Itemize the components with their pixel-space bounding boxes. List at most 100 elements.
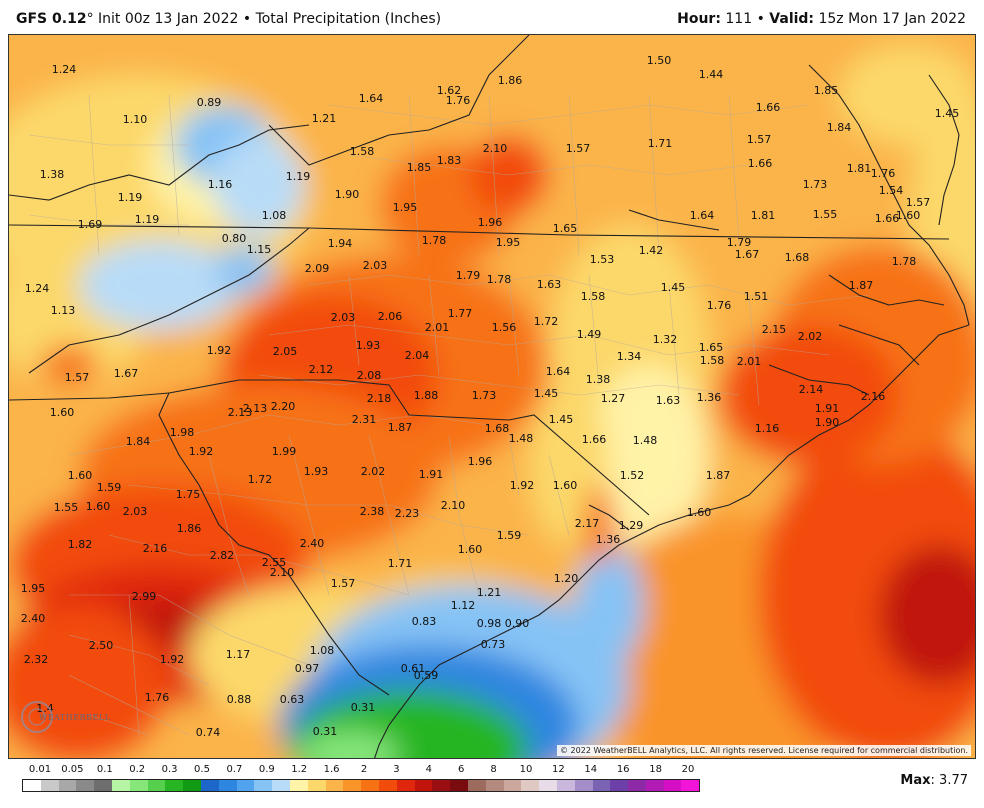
va-nc-border bbox=[9, 224, 950, 240]
precip-value-label: 2.02 bbox=[798, 330, 823, 343]
precip-value-label: 1.86 bbox=[498, 74, 523, 87]
precip-value-label: 1.92 bbox=[207, 344, 232, 357]
precip-value-label: 2.01 bbox=[425, 321, 450, 334]
legend-tick-label: 0.9 bbox=[258, 764, 275, 775]
legend-swatch bbox=[129, 780, 148, 791]
precip-value-label: 1.85 bbox=[814, 84, 839, 97]
precip-value-label: 0.90 bbox=[505, 617, 530, 630]
precip-value-label: 1.88 bbox=[414, 389, 439, 402]
precip-value-label: 1.45 bbox=[549, 413, 574, 426]
precip-value-label: 1.87 bbox=[706, 469, 731, 482]
weatherbell-logo: WEATHERBELL bbox=[17, 697, 110, 737]
precip-value-label: 1.66 bbox=[582, 433, 607, 446]
precip-value-label: 1.60 bbox=[896, 209, 921, 222]
map-title: GFS 0.12° Init 00z 13 Jan 2022 • Total P… bbox=[16, 11, 442, 27]
legend-tick-label: 12 bbox=[552, 764, 565, 775]
precip-value-label: 1.55 bbox=[813, 208, 838, 221]
precip-value-label: 1.71 bbox=[648, 137, 673, 150]
wv-va-border bbox=[268, 35, 530, 166]
logo-icon bbox=[21, 701, 53, 733]
precip-value-label: 1.19 bbox=[286, 170, 311, 183]
legend-swatch bbox=[76, 780, 95, 791]
precip-value-label: 0.83 bbox=[412, 615, 437, 628]
legend-swatch bbox=[289, 780, 308, 791]
precip-value-label: 1.57 bbox=[65, 371, 90, 384]
precip-value-label: 1.53 bbox=[590, 253, 615, 266]
precip-value-label: 1.96 bbox=[478, 216, 503, 229]
precip-value-label: 1.60 bbox=[687, 506, 712, 519]
precip-value-label: 1.42 bbox=[639, 244, 664, 257]
legend-tick-label: 0.5 bbox=[194, 764, 210, 775]
precip-value-label: 2.23 bbox=[395, 507, 420, 520]
precip-value-label: 1.87 bbox=[849, 279, 874, 292]
value-labels: 1.240.891.10 1.211.641.621.761.861.501.44… bbox=[21, 54, 960, 739]
precip-value-label: 1.48 bbox=[633, 434, 658, 447]
precip-value-label: 2.55 bbox=[262, 556, 287, 569]
precip-value-label: 0.88 bbox=[227, 693, 252, 706]
legend-tick-label: 16 bbox=[616, 764, 630, 775]
precip-value-label: 1.66 bbox=[756, 101, 781, 114]
precip-legend: 0.01 0.05 0.1 0.2 0.3 0.5 0.7 0.9 1.2 1.6 2 3 4 6 8 10 1… bbox=[22, 764, 702, 800]
precip-value-label: 1.29 bbox=[619, 519, 644, 532]
legend-tick-label: 10 bbox=[519, 764, 533, 775]
valid-time: Hour: 111 • Valid: 15z Mon 17 Jan 2022 bbox=[677, 11, 966, 27]
legend-swatch bbox=[58, 780, 77, 791]
legend-swatch bbox=[681, 780, 700, 791]
precip-value-label: 1.68 bbox=[785, 251, 810, 264]
precip-value-label: 1.60 bbox=[458, 543, 483, 556]
precip-value-label: 1.60 bbox=[553, 479, 578, 492]
legend-swatch bbox=[574, 780, 593, 791]
precip-value-label: 1.85 bbox=[407, 161, 432, 174]
coastline bbox=[374, 64, 970, 758]
precip-value-label: 1.19 bbox=[118, 191, 143, 204]
legend-swatch bbox=[218, 780, 237, 791]
max-value: Max: 3.77 bbox=[900, 773, 968, 788]
precip-value-label: 1.96 bbox=[468, 455, 493, 468]
precip-value-label: 1.67 bbox=[735, 248, 760, 261]
precip-value-label: 1.78 bbox=[487, 273, 512, 286]
precip-value-label: 1.58 bbox=[700, 354, 725, 367]
precip-value-label: 1.81 bbox=[751, 209, 776, 222]
precip-value-label: 1.66 bbox=[748, 157, 773, 170]
precip-value-label: 2.99 bbox=[132, 590, 157, 603]
precip-shading bbox=[9, 35, 975, 758]
precip-value-label: 0.80 bbox=[222, 232, 247, 245]
precip-value-label: 1.77 bbox=[448, 307, 473, 320]
precip-value-label: 1.82 bbox=[68, 538, 93, 551]
precip-value-label: 2.10 bbox=[483, 142, 508, 155]
precip-value-label: 1.57 bbox=[331, 577, 356, 590]
precip-value-label: 1.60 bbox=[86, 500, 111, 513]
precip-value-label: 1.36 bbox=[697, 391, 722, 404]
precip-value-label: 0.31 bbox=[313, 725, 338, 738]
precip-value-label: 1.58 bbox=[350, 145, 375, 158]
legend-tick-label: 0.05 bbox=[61, 764, 84, 775]
legend-tick-label: 0.1 bbox=[96, 764, 113, 775]
legend-swatch bbox=[396, 780, 415, 791]
precip-value-label: 2.10 bbox=[270, 566, 295, 579]
precip-value-label: 1.92 bbox=[160, 653, 185, 666]
precip-value-label: 2.03 bbox=[363, 259, 388, 272]
precip-value-label: 1.65 bbox=[553, 222, 578, 235]
precip-value-label: 1.95 bbox=[21, 582, 46, 595]
map-canvas: 1.240.891.10 1.211.641.621.761.861.501.44… bbox=[9, 35, 975, 758]
precip-value-label: 1.91 bbox=[419, 468, 444, 481]
precip-value-label: 1.55 bbox=[54, 501, 79, 514]
precip-value-label: 0.89 bbox=[197, 96, 222, 109]
legend-tick-label: 1.6 bbox=[323, 764, 340, 775]
legend-tick-label: 0.3 bbox=[161, 764, 178, 775]
legend-tick-label: 0.7 bbox=[226, 764, 243, 775]
precip-value-label: 2.14 bbox=[799, 383, 824, 396]
precip-value-label: 1.75 bbox=[176, 488, 201, 501]
precip-value-label: 1.76 bbox=[446, 94, 471, 107]
precip-value-label: 1.08 bbox=[310, 644, 335, 657]
nc-sc-border bbox=[168, 379, 650, 516]
precip-value-label: 2.40 bbox=[21, 612, 46, 625]
precip-value-label: 1.94 bbox=[328, 237, 353, 250]
precipitation-map: 1.24 0.89 1.10 1.21 1.64 1.62 1.76 1.86 1.50 1.44… bbox=[8, 34, 976, 759]
precip-value-label: 1.98 bbox=[170, 426, 195, 439]
precip-value-label: 1.78 bbox=[422, 234, 447, 247]
legend-swatch bbox=[236, 780, 255, 791]
precip-value-label: 1.20 bbox=[554, 572, 579, 585]
precip-value-label: 0.61 bbox=[401, 662, 426, 675]
precip-value-label: 1.16 bbox=[755, 422, 780, 435]
